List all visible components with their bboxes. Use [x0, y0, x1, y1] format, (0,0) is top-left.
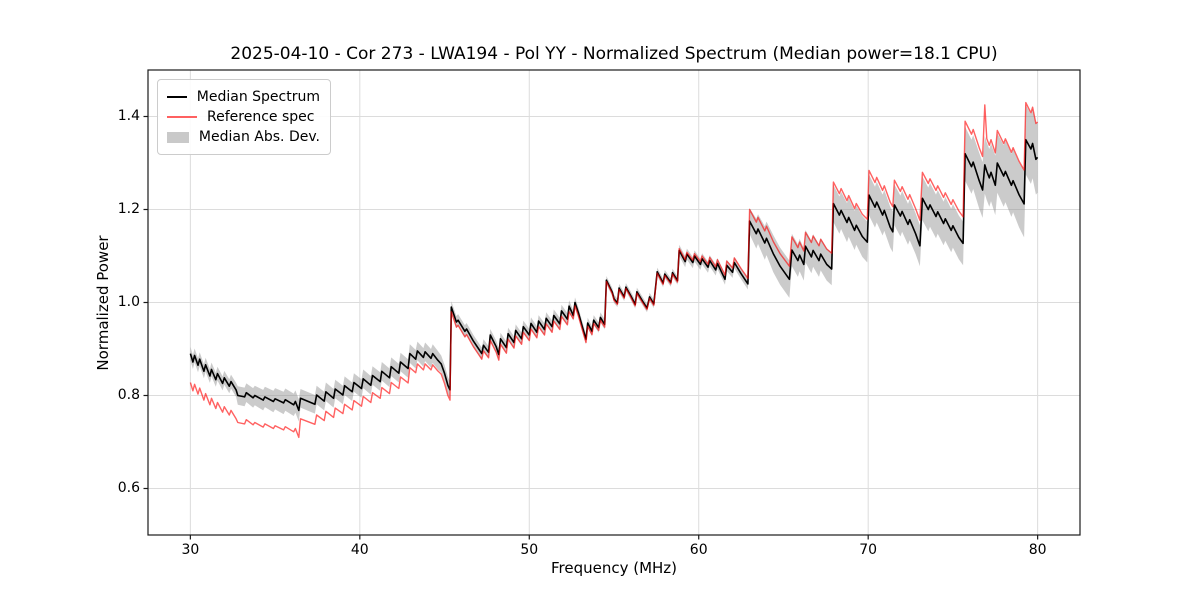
- x-tick-label: 80: [1028, 542, 1047, 558]
- legend-label-reference-spec: Reference spec: [207, 109, 315, 125]
- y-tick-label: 0.6: [117, 479, 140, 496]
- median-abs-dev-band: [190, 104, 1038, 422]
- legend-label-median-abs-dev: Median Abs. Dev.: [198, 129, 320, 145]
- chart-title: 2025-04-10 - Cor 273 - LWA194 - Pol YY -…: [230, 44, 998, 64]
- x-tick-label: 70: [859, 542, 878, 558]
- legend-label-median-spectrum: Median Spectrum: [196, 89, 320, 105]
- legend-item-median-abs-dev: Median Abs. Dev.: [167, 127, 320, 147]
- reference-spec-line: [189, 101, 1039, 439]
- y-tick-label: 1.4: [117, 107, 140, 124]
- legend-item-reference-spec: Reference spec: [167, 107, 320, 127]
- y-tick-label: 1.0: [117, 293, 140, 310]
- x-tick-label: 50: [520, 542, 539, 558]
- legend: Median Spectrum Reference spec Median Ab…: [157, 79, 331, 155]
- x-tick-label: 40: [350, 542, 369, 558]
- x-axis-label: Frequency (MHz): [550, 559, 678, 577]
- x-tick-label: 60: [689, 542, 708, 558]
- legend-item-median-spectrum: Median Spectrum: [167, 87, 320, 107]
- median-spectrum-line-swatch: [167, 96, 187, 98]
- x-tick-label: 30: [181, 542, 200, 558]
- median-abs-dev-band-swatch: [167, 131, 189, 143]
- y-tick-label: 1.2: [117, 200, 140, 217]
- y-tick-label: 0.8: [117, 386, 140, 403]
- reference-spec-line-swatch: [167, 116, 197, 118]
- median-spectrum-line: [189, 138, 1039, 412]
